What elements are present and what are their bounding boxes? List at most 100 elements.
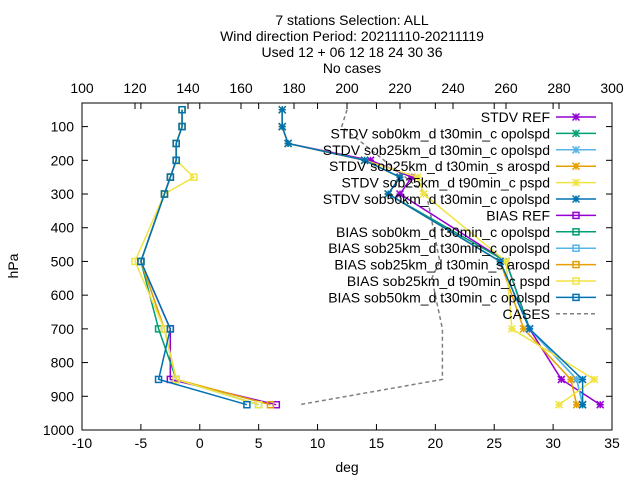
data-point-10-4: [190, 173, 198, 181]
data-point-5-8: [578, 375, 587, 384]
series-line-6: [140, 109, 277, 406]
top-tick-label: 300: [600, 80, 624, 96]
x-tick-label: 30: [545, 435, 561, 451]
y-tick-label: 800: [51, 355, 75, 371]
data-point-9-9: [266, 400, 275, 409]
title-line-2: Wind direction Period: 20211110-20211119: [220, 28, 484, 44]
legend-label-11: BIAS sob50km_d t30min_c opolspd: [328, 289, 550, 305]
data-point-4-6: [501, 257, 511, 266]
legend-label-4: STDV sob25km_d t90min_c pspd: [341, 175, 550, 191]
legend-label-5: STDV sob50km_d t30min_c opolspd: [323, 191, 550, 207]
top-tick-label: 260: [494, 80, 518, 96]
data-point-11-5: [160, 190, 169, 198]
top-tick-label: 180: [282, 80, 306, 96]
legend-label-3: STDV sob25km_d t30min_s arospd: [329, 158, 550, 174]
top-tick-label: 100: [70, 80, 94, 96]
title-line-3: Used 12 + 06 12 18 24 30 36: [262, 44, 443, 60]
series-cases-line: [299, 109, 444, 406]
y-tick-label: 200: [51, 152, 75, 168]
data-point-10-9: [254, 400, 263, 409]
data-point-11-1: [178, 122, 186, 131]
series-line-10: [134, 109, 259, 406]
top-tick-label: 280: [547, 80, 571, 96]
legend-label-12: CASES: [503, 306, 550, 322]
data-point-4-4: [413, 173, 422, 182]
legend-marker-11: [572, 293, 580, 302]
x-tick-label: 5: [255, 435, 263, 451]
x-tick-label: 0: [196, 435, 204, 451]
legend-marker-7: [572, 228, 580, 236]
y-tick-label: 700: [51, 321, 75, 337]
data-point-2-8: [572, 375, 581, 384]
legend-marker-4: [571, 178, 581, 187]
series-line-9: [140, 109, 271, 406]
legend-label-10: BIAS sob25km_d t90min_c pspd: [347, 273, 550, 289]
y-tick-label: 500: [51, 253, 75, 269]
data-point-0-8: [557, 375, 566, 384]
data-point-5-3: [360, 156, 369, 165]
legend-marker-1: [571, 129, 581, 138]
x-tick-label: 35: [604, 435, 620, 451]
data-point-5-2: [284, 139, 293, 148]
x-tick-label: -10: [72, 435, 92, 451]
legend-marker-2: [571, 145, 581, 154]
y-tick-label: 900: [51, 388, 75, 404]
data-point-5-6: [496, 257, 505, 266]
legend-label-6: BIAS REF: [486, 207, 550, 223]
data-point-0-5: [395, 189, 405, 199]
top-tick-label: 220: [388, 80, 412, 96]
x-axis-label: deg: [335, 459, 358, 475]
title-line-1: 7 stations Selection: ALL: [275, 12, 429, 28]
data-point-4-5: [419, 189, 428, 199]
y-tick-label: 1000: [43, 422, 74, 438]
data-point-4-9: [554, 400, 564, 409]
data-point-11-4: [166, 173, 175, 181]
top-tick-label: 160: [229, 80, 253, 96]
data-point-3-9: [572, 400, 581, 409]
data-point-11-3: [172, 156, 180, 165]
y-axis-label: hPa: [5, 253, 21, 278]
legend-label-7: BIAS sob0km_d t30min_c opolspd: [336, 224, 550, 240]
legend-marker-5: [571, 194, 581, 204]
x-tick-label: 10: [310, 435, 326, 451]
data-point-5-9: [578, 400, 587, 409]
top-tick-label: 120: [123, 80, 147, 96]
series-line-11: [140, 109, 248, 406]
legend-label-2: STDV sob25km_d t30min_c opolspd: [323, 142, 550, 158]
y-tick-label: 100: [51, 119, 75, 135]
legend-label-1: STDV sob0km_d t30min_c opolspd: [331, 125, 550, 141]
chart-title: 7 stations Selection: ALL Wind direction…: [220, 12, 484, 76]
data-point-0-9: [596, 400, 605, 409]
data-point-5-1: [278, 122, 287, 131]
plot-area: -10 -5 0 5 10 15 20 25 30 35 100 120 140 160 180 200 220…: [43, 80, 624, 451]
legend-marker-9: [572, 260, 580, 269]
title-line-4: No cases: [323, 60, 381, 76]
data-point-3-7: [519, 324, 528, 333]
series-line-5: [281, 109, 584, 405]
legend-label-0: STDV REF: [481, 109, 550, 125]
data-point-4-8: [590, 375, 599, 384]
data-point-11-2: [172, 139, 180, 148]
y-tick-label: 600: [51, 287, 75, 303]
top-tick-label: 200: [335, 80, 359, 96]
data-point-5-7: [525, 324, 534, 333]
top-tick-label: 140: [176, 80, 200, 96]
x-tick-label: -5: [135, 435, 148, 451]
legend-label-8: BIAS sob25km_d t30min_c opolspd: [328, 240, 550, 256]
data-point-11-7: [166, 325, 175, 333]
legend-marker-6: [572, 211, 580, 220]
data-point-5-4: [395, 173, 405, 182]
legend-label-9: BIAS sob25km_d t30min_s arospd: [334, 257, 550, 273]
top-tick-label: 240: [441, 80, 465, 96]
data-point-3-8: [566, 375, 575, 384]
x-tick-label: 25: [486, 435, 502, 451]
legend-marker-3: [571, 162, 581, 171]
data-point-5-5: [384, 189, 393, 199]
y-tick-label: 300: [51, 186, 75, 202]
data-point-11-6: [137, 257, 145, 266]
data-point-11-0: [178, 105, 186, 114]
data-point-4-7: [507, 324, 516, 333]
legend-marker-8: [572, 244, 580, 252]
legend-marker-0: [571, 112, 581, 122]
